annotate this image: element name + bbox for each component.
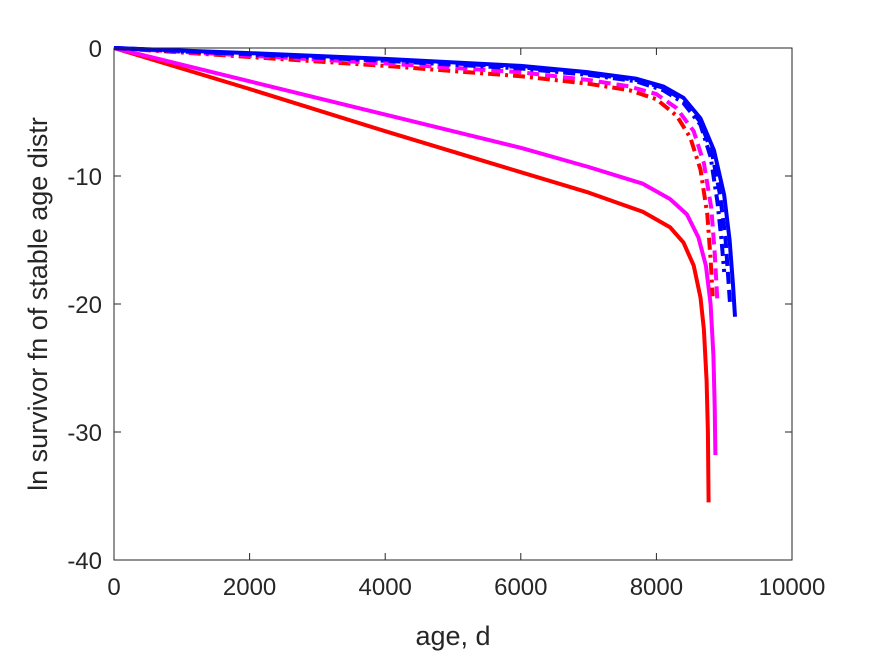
x-tick-label: 4000: [359, 574, 412, 601]
series-line-2: [113, 46, 718, 456]
x-tick-label: 8000: [630, 574, 683, 601]
series-line-3: [113, 46, 715, 297]
y-axis-label: ln survivor fn of stable age distr: [23, 117, 53, 491]
series-line-4: [113, 46, 720, 302]
x-axis-label: age, d: [415, 621, 490, 651]
y-axis-ticks: 0 -10 -20 -30 -40: [67, 36, 792, 575]
y-tick-label: -40: [67, 548, 102, 575]
x-tick-label: 0: [107, 574, 120, 601]
x-tick-label: 10000: [759, 574, 826, 601]
series-line-5: [113, 46, 727, 273]
series-lines: [113, 46, 737, 503]
series-line-7: [113, 46, 737, 317]
series-line-1: [113, 46, 711, 503]
y-tick-label: -20: [67, 292, 102, 319]
x-tick-label: 6000: [494, 574, 547, 601]
y-tick-label: -10: [67, 164, 102, 191]
x-axis-ticks: 0 2000 4000 6000 8000 10000: [107, 48, 825, 601]
y-tick-label: 0: [89, 36, 102, 63]
x-tick-label: 2000: [223, 574, 276, 601]
y-tick-label: -30: [67, 420, 102, 447]
